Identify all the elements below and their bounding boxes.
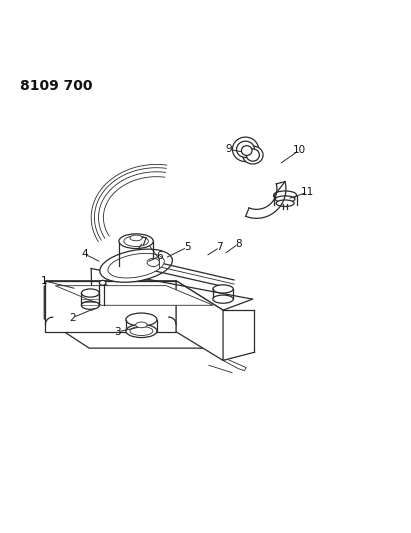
- Text: 6: 6: [157, 251, 163, 261]
- Ellipse shape: [241, 146, 252, 156]
- Ellipse shape: [99, 280, 106, 285]
- Text: 3: 3: [114, 327, 121, 337]
- Ellipse shape: [126, 325, 157, 337]
- Ellipse shape: [108, 253, 164, 278]
- Text: 11: 11: [301, 187, 314, 197]
- Ellipse shape: [136, 322, 147, 328]
- Polygon shape: [44, 286, 218, 348]
- Text: 9: 9: [226, 144, 233, 155]
- Text: 8: 8: [235, 239, 242, 249]
- Text: 10: 10: [293, 145, 306, 155]
- Ellipse shape: [213, 285, 233, 293]
- Text: 5: 5: [184, 243, 190, 252]
- Ellipse shape: [119, 234, 153, 248]
- Polygon shape: [46, 281, 176, 332]
- Text: 4: 4: [82, 249, 88, 259]
- Ellipse shape: [130, 327, 153, 335]
- Ellipse shape: [81, 301, 99, 309]
- Ellipse shape: [213, 295, 233, 303]
- Text: 7: 7: [217, 243, 223, 252]
- Ellipse shape: [147, 259, 159, 266]
- Polygon shape: [46, 281, 223, 310]
- Polygon shape: [176, 281, 223, 360]
- Ellipse shape: [126, 313, 157, 326]
- Ellipse shape: [242, 146, 263, 164]
- Ellipse shape: [81, 289, 99, 297]
- Ellipse shape: [236, 141, 254, 158]
- Ellipse shape: [124, 236, 148, 246]
- Ellipse shape: [100, 249, 172, 282]
- Ellipse shape: [246, 149, 259, 161]
- Ellipse shape: [233, 137, 259, 161]
- Text: 8109 700: 8109 700: [20, 79, 92, 93]
- Ellipse shape: [274, 191, 296, 199]
- Ellipse shape: [275, 196, 295, 203]
- Text: 2: 2: [69, 312, 76, 322]
- Text: 7: 7: [140, 237, 147, 247]
- Text: 1: 1: [41, 276, 48, 286]
- Ellipse shape: [130, 235, 142, 241]
- Polygon shape: [55, 286, 213, 305]
- Polygon shape: [223, 360, 246, 370]
- Ellipse shape: [276, 200, 294, 206]
